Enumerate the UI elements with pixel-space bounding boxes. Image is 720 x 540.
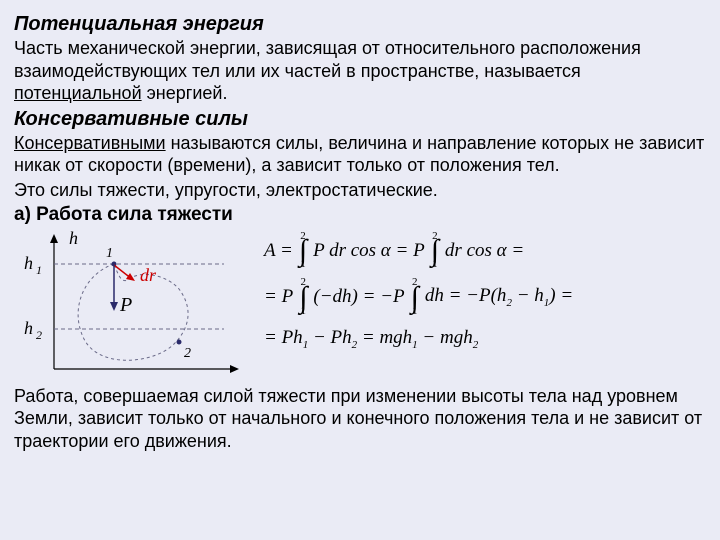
p1-u: потенциальной xyxy=(14,83,142,103)
h1-sub: 1 xyxy=(36,263,42,277)
int-3: 2∫1 xyxy=(299,279,307,315)
int1-lo: 1 xyxy=(300,261,306,269)
f1a: A = xyxy=(264,239,293,263)
pt2: 2 xyxy=(184,346,191,361)
para-3: Это силы тяжести, упругости, электростат… xyxy=(14,179,706,202)
int-4: 2∫1 xyxy=(411,279,419,315)
f2b: (−dh) = −P xyxy=(313,285,404,309)
f2c-t: dh = −P(h xyxy=(425,285,507,306)
formula-line-3: = Ph1 − Ph2 = mgh1 − mgh2 xyxy=(264,326,706,353)
int4-lo: 1 xyxy=(412,308,418,316)
diagram: h h 1 h 2 1 2 dr P xyxy=(14,229,244,379)
f3: = Ph1 − Ph2 = mgh1 − mgh2 xyxy=(264,326,478,353)
f3c: = mgh xyxy=(357,327,412,348)
formulas: A = 2∫1 P dr cos α = P 2∫1 dr cos α = = … xyxy=(264,229,706,352)
int2-lo: 1 xyxy=(432,261,438,269)
formula-line-1: A = 2∫1 P dr cos α = P 2∫1 dr cos α = xyxy=(264,233,706,269)
f1b: P dr cos α = P xyxy=(313,239,425,263)
h1-label: h xyxy=(24,253,33,273)
P-label: P xyxy=(119,294,132,316)
heading-conservative: Консервативные силы xyxy=(14,107,706,132)
h2-sub: 2 xyxy=(36,328,42,342)
footer-para: Работа, совершаемая силой тяжести при из… xyxy=(14,385,706,453)
dr-label: dr xyxy=(140,265,157,285)
pt1: 1 xyxy=(106,246,113,261)
p1-b: энергией. xyxy=(142,83,228,103)
f2d: − h xyxy=(512,285,544,306)
p1-a: Часть механической энергии, зависящая от… xyxy=(14,38,641,81)
diagram-formula-row: h h 1 h 2 1 2 dr P xyxy=(14,229,706,379)
f1c: dr cos α = xyxy=(445,239,524,263)
subheading-gravity-work: а) Работа сила тяжести xyxy=(14,203,706,227)
f3d: − mgh xyxy=(418,327,473,348)
int3-lo: 1 xyxy=(301,308,307,316)
f3d-s: 2 xyxy=(473,338,479,350)
f2a: = P xyxy=(264,285,293,309)
heading-potential: Потенциальная энергия xyxy=(14,12,706,37)
f2e: ) = xyxy=(549,285,573,306)
para-2: Консервативными называются силы, величин… xyxy=(14,132,706,177)
h2-label: h xyxy=(24,318,33,338)
int-1: 2∫1 xyxy=(299,233,307,269)
axis-h-label: h xyxy=(69,229,78,248)
formula-line-2: = P 2∫1 (−dh) = −P 2∫1 dh = −P(h2 − h1) … xyxy=(264,279,706,315)
f3b: − Ph xyxy=(308,327,351,348)
int-2: 2∫1 xyxy=(431,233,439,269)
para-1: Часть механической энергии, зависящая от… xyxy=(14,37,706,105)
f2c: dh = −P(h2 − h1) = xyxy=(425,284,573,311)
p2-u: Консервативными xyxy=(14,133,166,153)
f3a: = Ph xyxy=(264,327,303,348)
